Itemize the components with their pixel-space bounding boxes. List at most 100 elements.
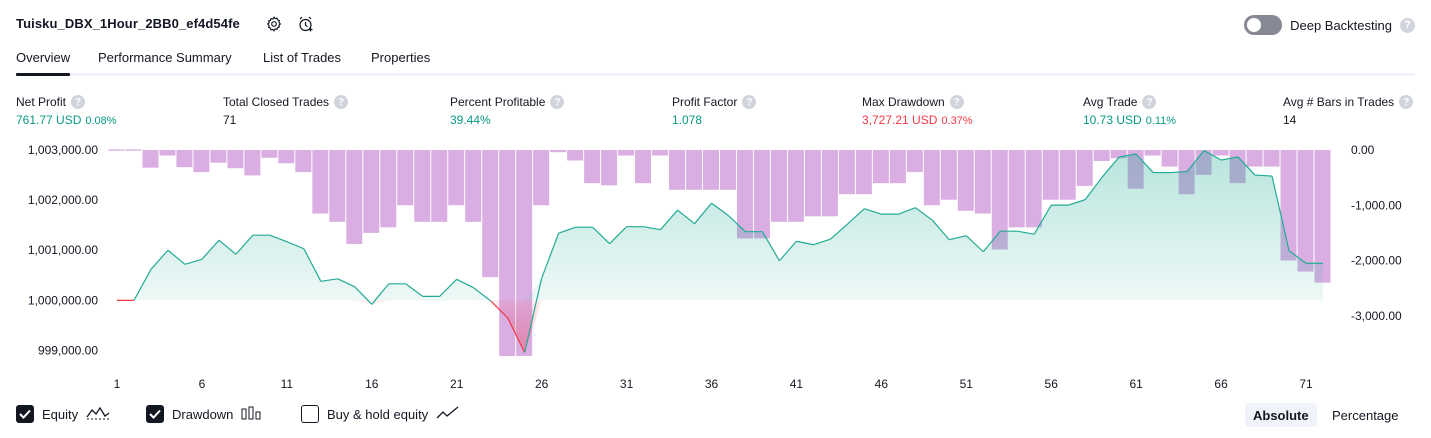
buy-hold-toggle[interactable]: Buy & hold equity [301,403,460,425]
drawdown-bar [125,149,142,151]
equity-line-segment [150,249,169,270]
x-axis-tick: 1 [114,377,121,391]
right-axis-tick: -2,000.00 [1351,254,1402,268]
info-icon[interactable]: ? [1399,95,1414,109]
x-axis-tick: 36 [705,377,719,391]
drawdown-bar [465,150,482,222]
drawdown-bar [567,150,584,161]
deep-backtesting-toggle[interactable] [1244,15,1283,35]
info-icon[interactable]: ? [1142,95,1157,109]
drawdown-bar [1076,150,1093,186]
equity-line-segment [133,269,152,301]
metric-value: 3,727.21 USD [862,113,938,127]
drawdown-toggle[interactable]: Drawdown [146,403,261,425]
drawdown-bar [1246,150,1263,167]
x-axis-tick: 71 [1299,377,1313,391]
metric-percent-profitable: Percent Profitable? 39.44% [450,94,565,127]
info-icon[interactable]: ? [71,95,86,109]
drawdown-bar [991,150,1008,250]
drawdown-bar [1314,150,1331,283]
absolute-button[interactable]: Absolute [1245,403,1317,427]
metric-avg-bars: Avg # Bars in Trades? 14 [1283,94,1414,127]
gear-icon[interactable] [264,14,284,34]
x-axis-tick: 41 [790,377,804,391]
metric-percent: 0.11% [1145,115,1177,127]
x-axis-tick: 16 [365,377,379,391]
x-axis-tick: 31 [620,377,634,391]
equity-line-segment [982,230,1001,253]
info-icon[interactable]: ? [742,95,757,109]
metric-label: Profit Factor [672,95,738,109]
drawdown-bar [244,150,261,176]
drawdown-bar [1025,150,1042,228]
drawdown-bar [431,150,448,222]
tab-list-of-trades[interactable]: List of Trades [263,50,342,65]
equity-line-segment [761,231,780,262]
equity-line-segment [473,287,492,302]
drawdown-bar [736,150,753,239]
left-axis-tick: 999,000.00 [38,343,98,357]
equity-line-segment [218,239,237,255]
metric-percent: 0.08% [85,115,117,127]
equity-toggle[interactable]: Equity [16,403,110,425]
drawdown-bar [210,150,227,163]
equity-drawdown-chart[interactable]: 1,003,000.00 1,002,000.00 1,001,000.00 1,00… [0,136,1431,394]
metric-label: Percent Profitable [450,95,546,109]
tab-performance-summary[interactable]: Performance Summary [98,50,232,65]
equity-line-segment [914,207,933,221]
equity-line-segment [965,235,984,253]
equity-line-segment [201,239,220,260]
add-alert-icon[interactable] [296,14,316,34]
x-axis-tick: 56 [1045,377,1059,391]
info-icon[interactable]: ? [949,95,964,109]
bar-chart-icon [241,406,261,423]
help-icon[interactable]: ? [1400,17,1415,33]
drawdown-bar [1059,150,1076,200]
drawdown-checkbox[interactable] [146,405,164,423]
equity-line-segment [931,219,950,241]
info-icon[interactable]: ? [550,95,565,109]
metric-value: 10.73 USD [1083,113,1142,127]
drawdown-bar [821,150,838,217]
drawdown-bar [193,150,210,173]
metric-label: Avg # Bars in Trades [1283,95,1395,109]
drawdown-bar [940,150,957,200]
drawdown-bar [176,150,193,168]
buy-hold-checkbox[interactable] [301,405,319,423]
drawdown-bar [618,150,635,156]
info-icon[interactable]: ? [334,95,349,109]
drawdown-bar [703,150,719,190]
drawdown-bar [652,150,669,156]
tab-properties[interactable]: Properties [371,50,431,65]
strategy-header: Tuisku_DBX_1Hour_2BB0_ef4d54fe Deep Back… [16,14,1415,36]
metric-avg-trade: Avg Trade? 10.73 USD 0.11% [1083,94,1176,127]
drawdown-bar [1144,150,1161,156]
drawdown-bar [720,150,736,190]
drawdown-bar [974,150,991,214]
drawdown-bar [142,150,159,168]
metric-value: 39.44% [450,113,491,127]
tab-overview[interactable]: Overview [16,50,71,76]
equity-line-segment [846,208,865,225]
equity-checkbox[interactable] [16,405,34,423]
equity-line-segment [1255,174,1273,177]
equity-profit-area [117,150,1323,301]
equity-line-segment [1135,153,1154,173]
drawdown-bar [872,150,889,184]
drawdown-bar [1212,150,1229,156]
drawdown-bar [957,150,974,211]
equity-line-segment [507,317,526,353]
percentage-button[interactable]: Percentage [1332,407,1399,423]
equity-line-segment [796,240,814,246]
equity-line-segment [1220,156,1239,161]
x-axis-tick: 61 [1129,377,1143,391]
drawdown-bar [1008,150,1025,228]
equity-line-segment [609,226,628,245]
metric-label: Net Profit [16,95,67,109]
right-axis-tick: 0.00 [1351,143,1375,157]
drawdown-bar [448,150,465,206]
x-axis-tick: 6 [199,377,206,391]
drawdown-bar [295,150,312,173]
equity-line-segment [1271,175,1290,251]
right-axis-tick: -1,000.00 [1351,198,1402,212]
